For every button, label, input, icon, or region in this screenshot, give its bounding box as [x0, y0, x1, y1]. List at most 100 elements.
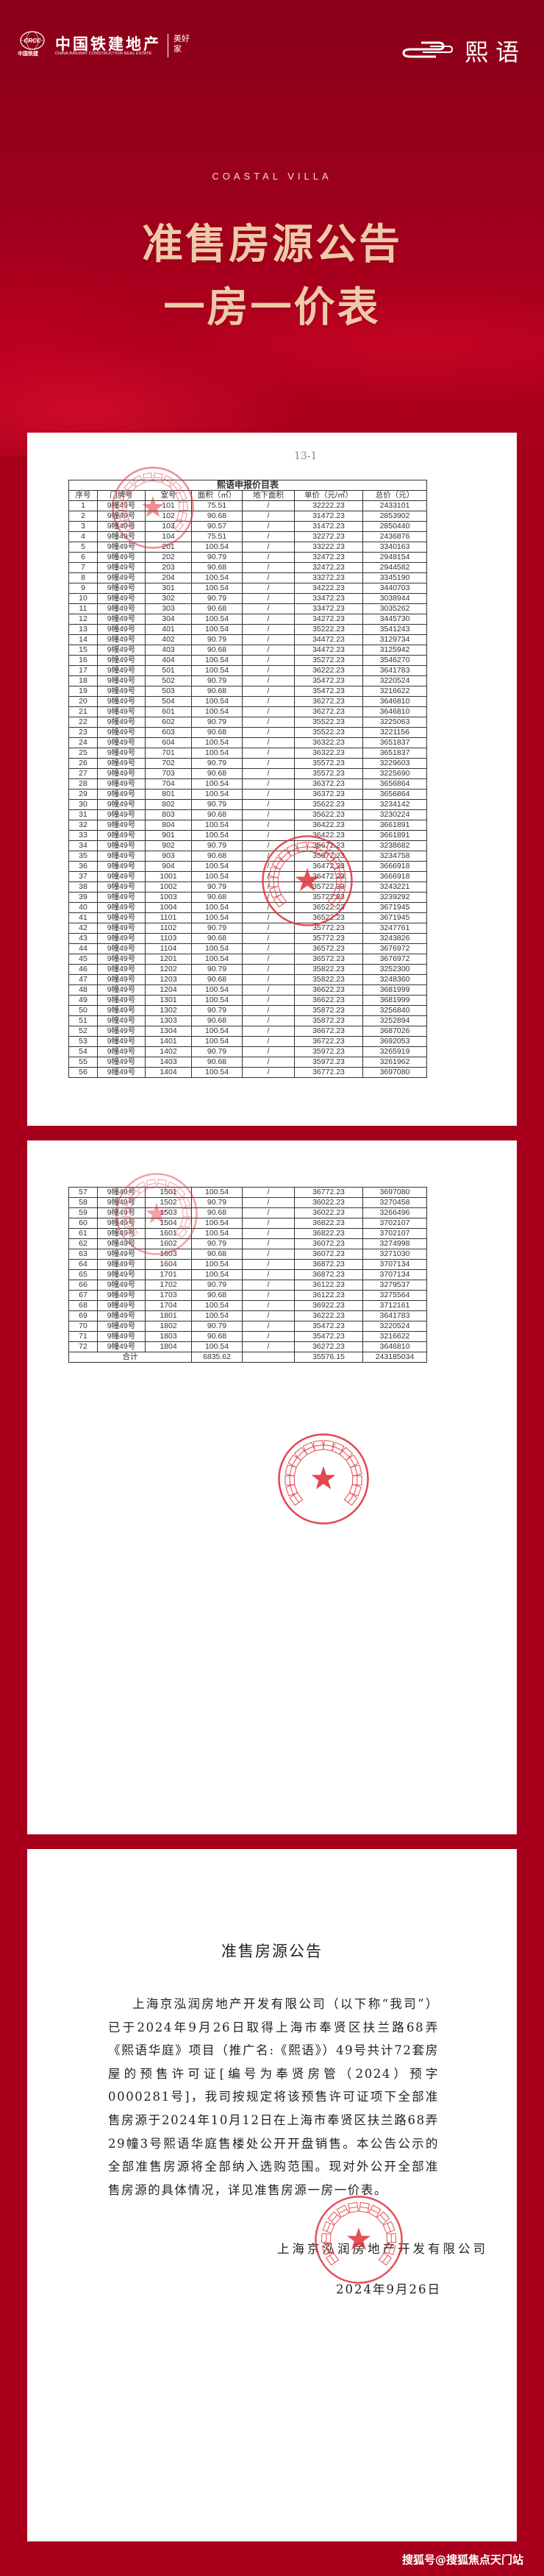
- cell-underground: /: [242, 583, 295, 594]
- cell-underground: /: [242, 902, 295, 913]
- table-row: 42 9幢49号 1102 90.79/35772.23 3247761: [68, 923, 428, 934]
- cell-total-price: 3129734: [362, 634, 428, 645]
- cell-underground: /: [242, 500, 295, 511]
- table-caption-row: 熙语申报价目表: [68, 480, 428, 491]
- cell-room: 1803: [145, 1331, 192, 1342]
- cell-unit-price: 35722.23: [294, 881, 363, 893]
- cell-total-price: 3646810: [362, 1341, 427, 1352]
- cell-room: 502: [145, 675, 192, 686]
- cell-area: 90.79: [191, 964, 243, 975]
- announcement-title: 准售房源公告: [221, 1942, 323, 1960]
- cell-seq: 58: [68, 1197, 98, 1208]
- table-row: 7 9幢49号 203 90.68/32472.23 2944582: [68, 562, 428, 573]
- cell-room: 1501: [145, 1187, 192, 1198]
- cell-room: 701: [145, 748, 192, 759]
- cell-total-price: 3340163: [362, 542, 428, 553]
- cell-room: 1604: [145, 1259, 192, 1270]
- cell-total-price: 3252894: [362, 1015, 428, 1026]
- cell-unit-price: 36072.23: [294, 1238, 363, 1249]
- cell-unit-price: 36122.23: [294, 1280, 363, 1291]
- cell-room: 1503: [145, 1207, 192, 1218]
- cell-area: 100.54: [191, 778, 243, 790]
- cell-unit-price: 36272.23: [294, 696, 363, 707]
- cell-room: 1404: [145, 1067, 192, 1078]
- cell-door: 9幢49号: [97, 603, 146, 614]
- cell-unit-price: 36522.23: [294, 912, 363, 923]
- cell-unit-price: 32472.23: [294, 562, 363, 573]
- table-row: 56 9幢49号 1404 100.54/36772.23 3697080: [68, 1067, 428, 1078]
- cell-total-price: 2436876: [362, 531, 428, 542]
- cell-total-price: 3671945: [362, 902, 428, 913]
- cell-unit-price: 35972.23: [294, 1046, 363, 1057]
- cell-door: 9幢49号: [97, 1218, 146, 1229]
- cell-underground: /: [242, 789, 295, 800]
- cell-door: 9幢49号: [97, 521, 146, 532]
- cell-unit-price: 35622.23: [294, 799, 363, 810]
- cell-door: 9幢49号: [97, 789, 146, 800]
- cell-room: 1804: [145, 1341, 192, 1352]
- cell-unit-price: 35572.23: [294, 768, 363, 779]
- cell-area: 90.68: [191, 851, 243, 862]
- cell-door: 9幢49号: [97, 912, 146, 923]
- cell-total-price: 2433101: [362, 500, 428, 511]
- cell-door: 9幢49号: [97, 737, 146, 748]
- cell-seq: 6: [68, 552, 98, 563]
- cell-area: 90.68: [191, 727, 243, 738]
- cell-room: 1402: [145, 1046, 192, 1057]
- cell-seq: 16: [68, 655, 98, 666]
- table-caption: 熙语申报价目表: [68, 480, 428, 491]
- cell-seq: 40: [68, 902, 98, 913]
- cell-room: 804: [145, 820, 192, 831]
- cell-door: 9幢49号: [97, 634, 146, 645]
- table-row: 68 9幢49号 1704 100.54/36922.23 3712161: [68, 1300, 427, 1311]
- announcement-body: 上海京泓润房地产开发有限公司（以下称“我司”）已于2024年9月26日取得上海市…: [108, 1997, 439, 2197]
- cell-underground: /: [242, 799, 295, 810]
- cell-room: 604: [145, 737, 192, 748]
- cell-underground: /: [242, 1005, 295, 1016]
- cell-room: 401: [145, 624, 192, 635]
- cell-unit-price: 36122.23: [294, 1290, 363, 1301]
- cell-room: 1302: [145, 1005, 192, 1016]
- cell-total-price: 2850440: [362, 521, 428, 532]
- cell-underground: /: [242, 758, 295, 769]
- cell-area: 90.68: [191, 933, 243, 944]
- cell-underground: /: [242, 954, 295, 965]
- cell-door: 9幢49号: [97, 871, 146, 882]
- cell-underground: /: [242, 1280, 295, 1291]
- table-row: 9 9幢49号 301 100.54/34222.23 3440703: [68, 583, 428, 594]
- table-row: 46 9幢49号 1202 90.79/35822.23 3252300: [68, 964, 428, 975]
- cell-seq: 57: [68, 1187, 98, 1198]
- cell-room: 1701: [145, 1269, 192, 1280]
- table-row: 24 9幢49号 604 100.54/36322.23 3651837: [68, 737, 428, 748]
- cell-room: 1103: [145, 933, 192, 944]
- cell-room: 1703: [145, 1290, 192, 1301]
- cell-underground: /: [242, 675, 295, 686]
- cell-room: 601: [145, 706, 192, 717]
- cell-seq: 1: [68, 500, 98, 511]
- table-row: 2 9幢49号 102 90.68/31472.23 2853902: [68, 511, 428, 522]
- cell-total-price: 3234758: [362, 851, 428, 862]
- cell-underground: /: [242, 717, 295, 728]
- cell-seq: 68: [68, 1300, 98, 1311]
- cell-door: 9幢49号: [97, 861, 146, 872]
- cell-total-price: 3707134: [362, 1269, 427, 1280]
- cell-door: 9幢49号: [97, 1036, 146, 1047]
- cell-unit-price: 31472.23: [294, 521, 363, 532]
- total-unit-price: 35576.15: [294, 1352, 363, 1363]
- svg-text:CRCC: CRCC: [24, 38, 40, 44]
- cell-door: 9幢49号: [97, 645, 146, 656]
- cell-door: 9幢49号: [97, 562, 146, 573]
- cell-total-price: 3234142: [362, 799, 428, 810]
- cell-underground: /: [242, 1249, 295, 1260]
- cell-room: 103: [145, 521, 192, 532]
- cell-unit-price: 36272.23: [294, 1341, 363, 1352]
- cell-seq: 64: [68, 1259, 98, 1270]
- cell-unit-price: 35722.23: [294, 892, 363, 903]
- cell-room: 504: [145, 696, 192, 707]
- cell-seq: 36: [68, 861, 98, 872]
- cell-unit-price: 32272.23: [294, 531, 363, 542]
- cell-room: 304: [145, 614, 192, 625]
- cell-underground: /: [242, 1207, 295, 1218]
- cell-room: 902: [145, 840, 192, 851]
- cell-room: 704: [145, 778, 192, 790]
